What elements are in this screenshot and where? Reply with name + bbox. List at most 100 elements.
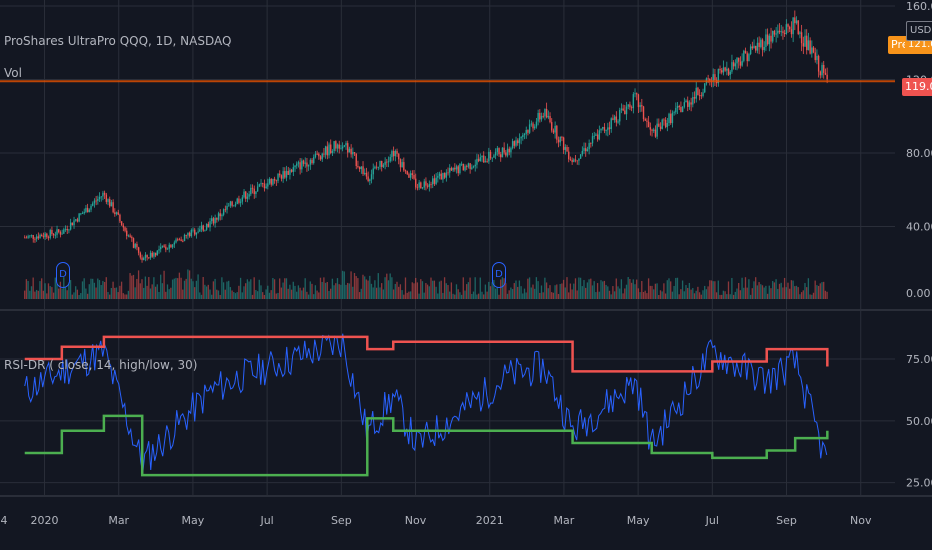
- volume-bar: [282, 282, 284, 299]
- volume-bar: [772, 281, 774, 299]
- volume-bar: [289, 284, 291, 299]
- x-tick-label: 2021: [476, 514, 504, 527]
- volume-bar: [279, 278, 281, 299]
- volume-bar: [661, 291, 663, 299]
- candle-body: [702, 92, 704, 96]
- candle-body: [452, 167, 454, 171]
- candle-body: [350, 148, 352, 155]
- volume-bar: [64, 286, 67, 299]
- volume-bar: [364, 276, 366, 299]
- candle-body: [209, 221, 211, 228]
- candle-body: [467, 163, 470, 167]
- volume-bar: [617, 286, 619, 299]
- volume-bar: [122, 293, 124, 299]
- candle-body: [256, 186, 259, 192]
- candle-body: [326, 146, 329, 156]
- candle-body: [47, 237, 50, 239]
- volume-bar: [27, 280, 29, 299]
- candle-body: [56, 229, 58, 235]
- candle-body: [658, 123, 660, 127]
- volume-bar: [287, 288, 289, 299]
- volume-bar: [112, 281, 114, 299]
- dividend-event-icon[interactable]: D: [492, 262, 506, 288]
- candle-body: [107, 199, 109, 202]
- volume-label[interactable]: Vol: [4, 66, 22, 80]
- candle-body: [88, 209, 91, 213]
- candle-body: [673, 112, 675, 114]
- volume-bar: [51, 287, 53, 299]
- candle-body: [102, 192, 104, 197]
- candle-body: [64, 228, 67, 230]
- candle-body: [670, 113, 672, 124]
- volume-bar: [741, 277, 743, 299]
- candle-body: [194, 229, 196, 235]
- volume-bar: [255, 289, 257, 299]
- candle-body: [522, 135, 524, 137]
- candle-body: [511, 141, 514, 149]
- volume-bar: [525, 292, 527, 299]
- volume-bar: [585, 287, 587, 299]
- volume-bar: [559, 284, 561, 299]
- volume-bar: [489, 286, 492, 299]
- volume-bar: [751, 288, 753, 299]
- volume-bar: [562, 279, 565, 299]
- candle-body: [729, 71, 731, 75]
- volume-bar: [411, 282, 413, 299]
- volume-bar: [663, 283, 665, 299]
- volume-bar: [826, 291, 828, 299]
- candle-body: [204, 229, 206, 231]
- dividend-event-icon[interactable]: D: [56, 262, 70, 288]
- volume-bar: [384, 277, 386, 299]
- candle-body: [663, 119, 665, 121]
- volume-bar: [375, 287, 378, 299]
- volume-bar: [590, 278, 592, 299]
- candle-body: [330, 144, 332, 154]
- candle-body: [136, 243, 138, 248]
- volume-bar: [35, 289, 38, 299]
- volume-bar: [624, 288, 626, 299]
- volume-bar: [61, 288, 63, 299]
- candle-body: [617, 121, 619, 123]
- volume-bar: [217, 290, 220, 299]
- volume-bar: [404, 277, 407, 299]
- candle-body: [649, 127, 652, 130]
- candle-body: [789, 26, 791, 30]
- symbol-title[interactable]: ProShares UltraPro QQQ, 1D, NASDAQ: [4, 34, 232, 48]
- indicator-label[interactable]: RSI-DR ( close, 14, high/low, 30): [4, 358, 198, 372]
- candle-body: [272, 178, 274, 185]
- candle-body: [66, 228, 68, 231]
- volume-bar: [71, 294, 73, 299]
- candle-body: [51, 230, 53, 234]
- volume-bar: [732, 294, 735, 299]
- currency-tag[interactable]: USD: [906, 21, 932, 41]
- volume-bar: [459, 292, 461, 299]
- candle-body: [588, 143, 590, 150]
- volume-bar: [341, 270, 344, 299]
- volume-bar: [413, 283, 415, 299]
- candle-body: [821, 64, 823, 76]
- candle-body: [755, 45, 757, 51]
- candle-body: [483, 155, 485, 163]
- candle-body: [110, 202, 113, 207]
- volume-bar: [348, 283, 351, 299]
- volume-bar: [199, 292, 201, 299]
- candle-body: [109, 199, 111, 207]
- candle-body: [233, 205, 235, 207]
- volume-bar: [452, 293, 454, 299]
- volume-bar: [467, 282, 470, 299]
- candle-body: [29, 235, 31, 237]
- candle-body: [381, 160, 383, 167]
- candle-body: [119, 214, 121, 222]
- volume-bar: [280, 287, 283, 299]
- volume-bar: [161, 283, 164, 299]
- candle-body: [423, 181, 425, 188]
- volume-bar: [420, 279, 422, 299]
- candle-body: [86, 207, 89, 213]
- candle-body: [496, 148, 499, 152]
- candle-body: [273, 178, 276, 181]
- volume-bar: [766, 293, 769, 299]
- volume-bar: [306, 291, 308, 299]
- x-tick-label: Sep: [331, 514, 352, 527]
- volume-bar: [675, 277, 677, 299]
